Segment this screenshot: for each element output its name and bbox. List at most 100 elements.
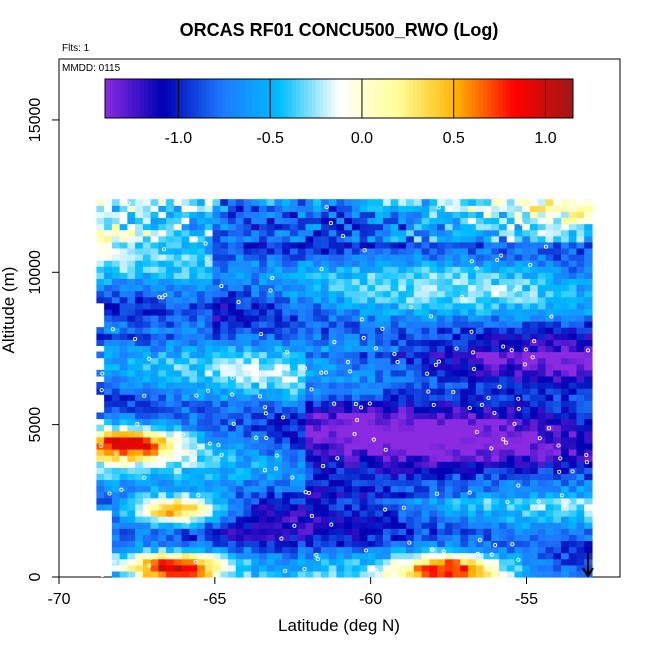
heatmap-cell	[297, 388, 307, 395]
heatmap-cell	[468, 223, 477, 231]
heatmap-cell	[228, 509, 237, 517]
heatmap-cell	[166, 564, 175, 572]
heatmap-cell	[413, 241, 423, 249]
heatmap-cell	[475, 302, 485, 310]
heatmap-cell	[553, 546, 562, 554]
heatmap-cell	[359, 278, 368, 286]
heatmap-cell	[468, 272, 477, 279]
heatmap-cell	[320, 436, 330, 444]
heatmap-cell	[483, 491, 492, 499]
heatmap-cell	[537, 217, 547, 225]
heatmap-cell	[398, 205, 407, 212]
heatmap-cell	[305, 284, 314, 292]
heatmap-cell	[274, 479, 283, 487]
heatmap-cell	[305, 351, 314, 359]
heatmap-cell	[382, 266, 392, 273]
heatmap-cell	[437, 540, 446, 548]
heatmap-cell	[499, 522, 508, 529]
heatmap-cell	[576, 327, 585, 334]
heatmap-cell	[359, 260, 368, 267]
heatmap-cell	[320, 290, 330, 298]
heatmap-cell	[212, 534, 221, 542]
heatmap-cell	[429, 321, 438, 328]
heatmap-cell	[468, 516, 477, 523]
heatmap-cell	[158, 509, 167, 517]
heatmap-cell	[491, 442, 500, 450]
heatmap-cell	[452, 345, 461, 353]
heatmap-cell	[406, 260, 415, 267]
heatmap-cell	[150, 558, 159, 566]
heatmap-cell	[297, 558, 307, 566]
heatmap-cell	[313, 400, 322, 407]
sample-point	[315, 556, 320, 562]
heatmap-cell	[468, 485, 477, 493]
heatmap-cell	[537, 254, 547, 261]
heatmap-cell	[406, 321, 415, 328]
heatmap-cell	[181, 357, 190, 365]
heatmap-cell	[119, 449, 128, 456]
heatmap-cell	[127, 424, 136, 432]
heatmap-cell	[522, 534, 531, 542]
heatmap-cell	[491, 308, 500, 316]
heatmap-cell	[553, 235, 562, 243]
heatmap-cell	[251, 394, 260, 401]
heatmap-cell	[537, 278, 547, 286]
heatmap-cell	[173, 467, 183, 474]
heatmap-cell	[499, 229, 508, 237]
heatmap-cell	[576, 540, 585, 548]
heatmap-cell	[359, 509, 368, 517]
heatmap-cell	[336, 205, 345, 212]
heatmap-cell	[297, 266, 307, 273]
heatmap-cell	[104, 412, 113, 420]
heatmap-cell	[499, 546, 508, 554]
heatmap-cell	[266, 223, 276, 231]
heatmap-cell	[111, 345, 121, 353]
heatmap-cell	[460, 321, 469, 328]
heatmap-cell	[413, 211, 423, 219]
heatmap-cell	[444, 564, 454, 572]
heatmap-cell	[452, 278, 461, 286]
heatmap-cell	[568, 314, 578, 322]
heatmap-cell	[568, 235, 578, 243]
heatmap-cell	[135, 266, 144, 273]
heatmap-cell	[251, 327, 260, 334]
heatmap-cell	[444, 436, 454, 444]
heatmap-cell	[576, 418, 585, 426]
heatmap-cell	[560, 442, 570, 450]
heatmap-cell	[313, 442, 322, 450]
heatmap-cell	[127, 247, 136, 255]
heatmap-cell	[336, 223, 345, 231]
heatmap-cell	[560, 241, 570, 249]
heatmap-cell	[413, 400, 423, 407]
heatmap-cell	[166, 381, 175, 389]
heatmap-cell	[127, 333, 136, 340]
colorbar-segment	[483, 79, 488, 118]
heatmap-cell	[320, 570, 330, 578]
heatmap-cell	[576, 211, 585, 219]
heatmap-cell	[181, 205, 190, 212]
heatmap-cell	[173, 400, 183, 407]
heatmap-cell	[444, 406, 454, 414]
heatmap-cell	[282, 436, 291, 444]
heatmap-cell	[289, 381, 299, 389]
heatmap-cell	[127, 455, 136, 462]
heatmap-cell	[382, 217, 392, 225]
heatmap-cell	[584, 485, 593, 493]
heatmap-cell	[282, 558, 291, 566]
heatmap-cell	[506, 199, 516, 206]
heatmap-cell	[398, 534, 407, 542]
heatmap-cell	[367, 235, 376, 243]
heatmap-cell	[142, 266, 152, 273]
heatmap-cell	[491, 369, 500, 377]
heatmap-cell	[560, 552, 570, 560]
heatmap-cell	[530, 516, 539, 523]
heatmap-cell	[297, 327, 307, 334]
heatmap-cell	[305, 266, 314, 273]
heatmap-cell	[483, 314, 492, 322]
heatmap-cell	[135, 540, 144, 548]
heatmap-cell	[243, 424, 252, 432]
heatmap-cell	[243, 381, 252, 389]
heatmap-cell	[553, 503, 562, 511]
heatmap-cell	[406, 509, 415, 517]
heatmap-cell	[266, 284, 276, 292]
